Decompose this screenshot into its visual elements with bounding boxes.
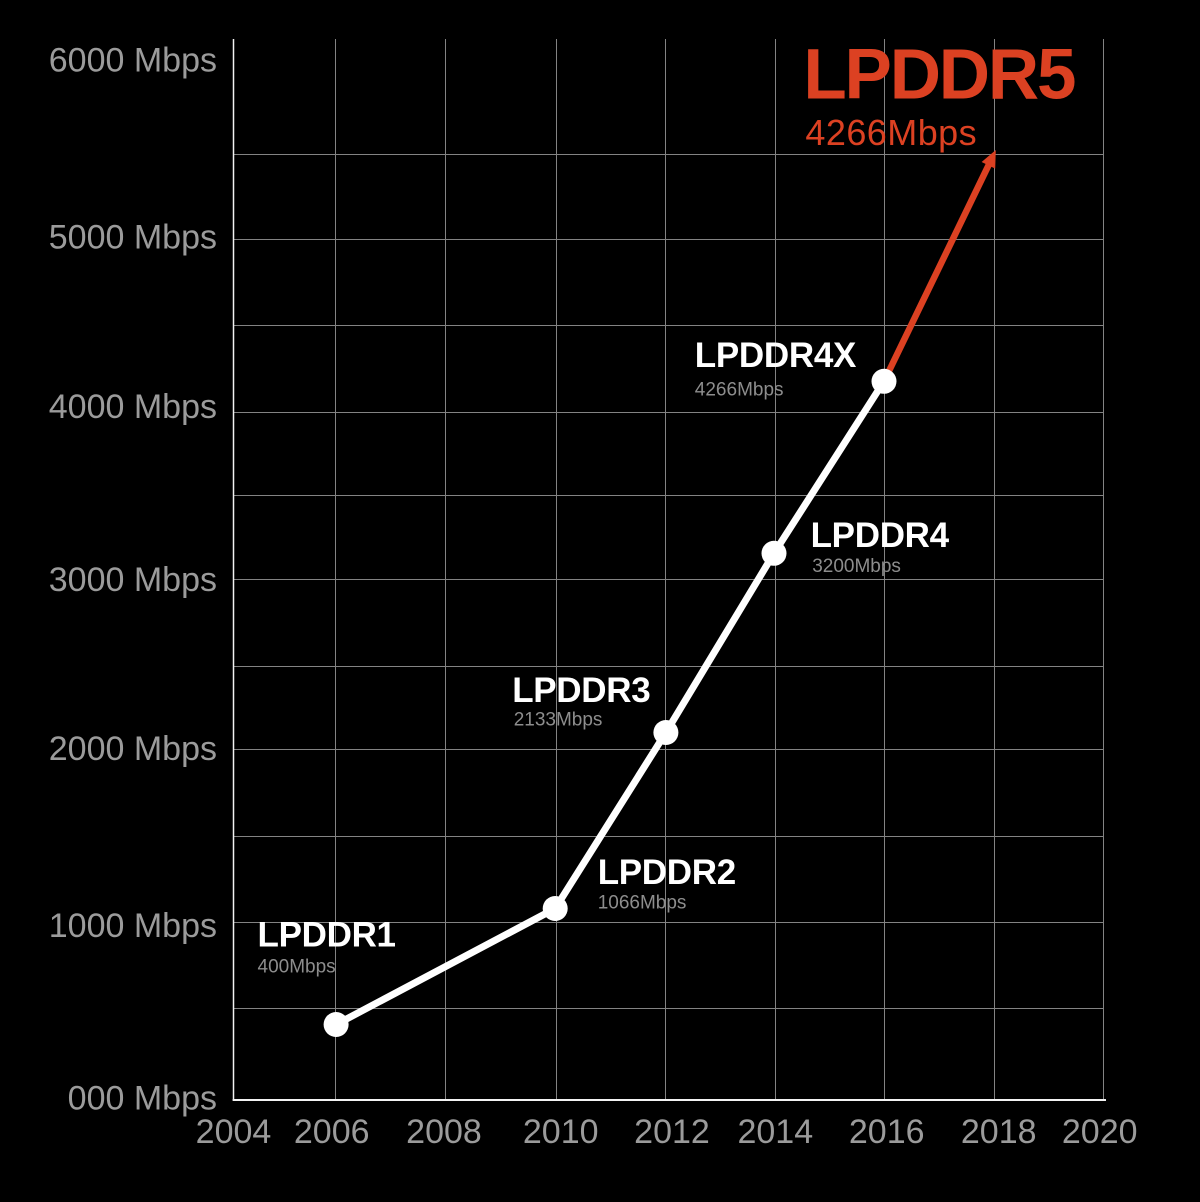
svg-text:4000 Mbps: 4000 Mbps: [49, 388, 217, 426]
svg-text:LPDDR1: LPDDR1: [258, 915, 396, 954]
svg-text:4266Mbps: 4266Mbps: [695, 380, 784, 401]
svg-text:2004: 2004: [196, 1113, 272, 1151]
svg-text:2020: 2020: [1062, 1113, 1138, 1151]
svg-text:2012: 2012: [634, 1113, 710, 1151]
svg-text:000 Mbps: 000 Mbps: [68, 1079, 217, 1117]
svg-text:5000 Mbps: 5000 Mbps: [49, 218, 217, 256]
svg-text:LPDDR5: LPDDR5: [803, 36, 1075, 115]
svg-text:6000 Mbps: 6000 Mbps: [49, 41, 217, 79]
svg-text:2000 Mbps: 2000 Mbps: [49, 730, 217, 768]
svg-text:LPDDR4X: LPDDR4X: [695, 336, 857, 375]
svg-text:1066Mbps: 1066Mbps: [598, 893, 687, 914]
svg-text:2014: 2014: [737, 1113, 813, 1151]
svg-text:2018: 2018: [961, 1113, 1037, 1151]
svg-text:LPDDR3: LPDDR3: [512, 671, 650, 710]
svg-text:3000 Mbps: 3000 Mbps: [49, 561, 217, 599]
svg-text:4266Mbps: 4266Mbps: [805, 112, 977, 153]
svg-text:400Mbps: 400Mbps: [258, 956, 336, 977]
svg-text:LPDDR4: LPDDR4: [811, 516, 950, 555]
svg-text:LPDDR2: LPDDR2: [598, 853, 736, 892]
svg-text:2008: 2008: [406, 1113, 482, 1151]
svg-text:1000 Mbps: 1000 Mbps: [49, 907, 217, 945]
svg-text:2016: 2016: [849, 1113, 925, 1151]
svg-text:3200Mbps: 3200Mbps: [812, 556, 901, 577]
svg-text:2010: 2010: [523, 1113, 599, 1151]
svg-text:2006: 2006: [294, 1113, 370, 1151]
svg-text:2133Mbps: 2133Mbps: [514, 710, 603, 731]
